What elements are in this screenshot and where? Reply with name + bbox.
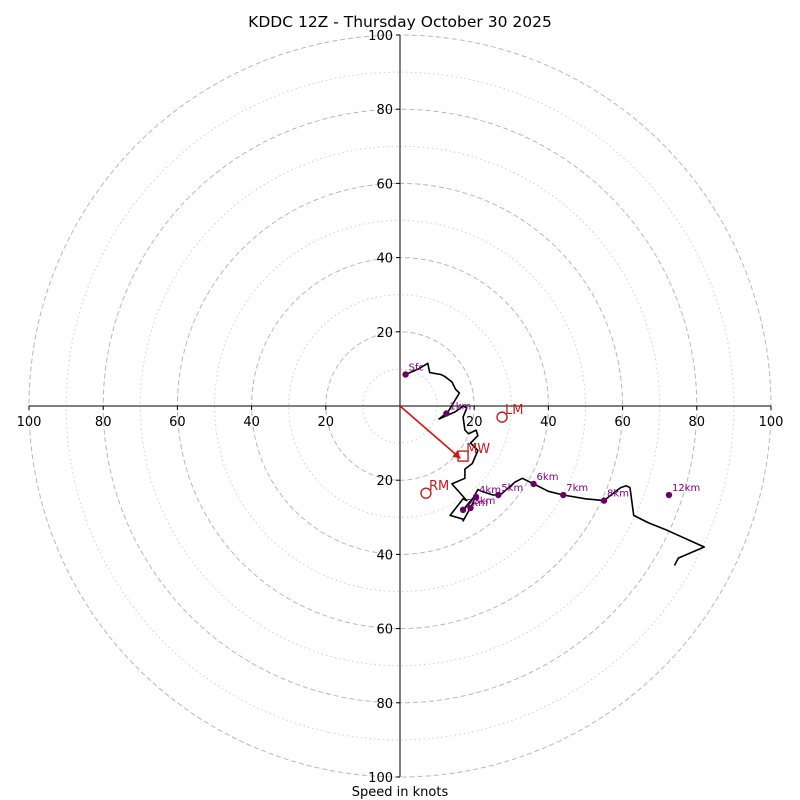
height-label-4km: 4km	[479, 485, 501, 496]
height-label-12km: 12km	[672, 483, 700, 494]
height-marker-4km	[472, 493, 480, 501]
hodograph-line	[405, 362, 706, 566]
x-tick-label: 100	[759, 415, 784, 430]
height-label-6km: 6km	[537, 472, 559, 483]
height-marker-3km	[467, 504, 474, 512]
y-tick-label: 20	[376, 474, 393, 489]
storm-motion-rm-label: RM	[429, 479, 449, 494]
storm-motion-mw-label: MW	[466, 442, 490, 457]
tick-labels: 100 80 60 40 20 20 40 60 80 100 100 80 60 40 20 20 40 60 8…	[17, 29, 784, 786]
height-label-1km: 1km	[449, 401, 471, 412]
y-tick-label: 40	[376, 252, 393, 267]
height-marker-2km	[459, 506, 467, 514]
y-tick-label: 80	[376, 697, 393, 712]
x-tick-label: 60	[169, 415, 186, 430]
height-label-5km: 5km	[501, 483, 523, 494]
storm-motion-lm-label: LM	[505, 403, 523, 418]
mean-wind-arrow	[399, 405, 461, 459]
x-tick-label: 20	[318, 415, 335, 430]
height-marker-12km	[665, 491, 673, 499]
height-label-2km: 2km	[466, 498, 488, 509]
x-tick-label: 40	[540, 415, 557, 430]
height-marker-7km	[560, 491, 567, 499]
height-label-3km: 3km	[473, 496, 495, 507]
x-tick-label: 40	[243, 415, 260, 430]
height-label-sfc: Sfc	[409, 362, 424, 373]
chart-title: KDDC 12Z - Thursday October 30 2025	[248, 13, 552, 31]
hodograph-trace	[405, 362, 706, 566]
height-marker-1km	[443, 410, 450, 417]
y-tick-label: 80	[376, 103, 393, 118]
x-tick-label: 20	[466, 415, 483, 430]
y-tick-label: 40	[376, 548, 393, 563]
y-tick-label: 60	[376, 623, 393, 638]
storm-motion-mw-marker	[457, 450, 469, 462]
height-marker-6km	[530, 480, 537, 488]
storm-motion-markers: LM MW RM	[399, 403, 523, 499]
storm-motion-rm-marker	[420, 487, 432, 499]
x-tick-label: 100	[17, 415, 42, 430]
x-tick-label: 80	[689, 415, 706, 430]
height-marker-sfc	[402, 371, 409, 378]
height-marker-5km	[495, 491, 502, 499]
y-tick-label: 20	[376, 326, 393, 341]
y-tick-label: 100	[368, 771, 393, 786]
x-tick-label: 60	[614, 415, 631, 430]
storm-motion-lm-marker	[496, 411, 508, 423]
height-label-7km: 7km	[566, 483, 588, 494]
x-axis-label: Speed in knots	[352, 785, 449, 800]
y-tick-label: 60	[376, 177, 393, 192]
y-tick-label: 100	[368, 29, 393, 44]
height-marker-8km	[600, 497, 608, 504]
height-label-8km: 8km	[607, 489, 629, 500]
x-tick-label: 80	[95, 415, 112, 430]
